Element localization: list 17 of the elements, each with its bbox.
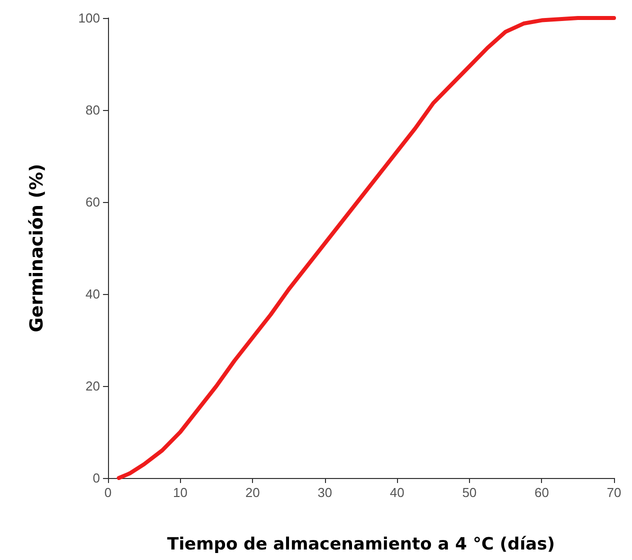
x-tick-label: 30 — [318, 485, 332, 500]
y-axis-title: Germinación (%) — [26, 164, 48, 332]
y-tick-label: 60 — [86, 194, 100, 210]
y-tick-label: 100 — [78, 10, 100, 26]
x-tick-label: 70 — [606, 485, 622, 500]
x-tick-label: 20 — [245, 485, 260, 500]
x-tick-label: 0 — [104, 485, 112, 500]
x-tick-label: 50 — [462, 485, 477, 500]
x-tick-label: 60 — [534, 485, 549, 500]
line-series — [116, 16, 616, 480]
x-tick-label: 10 — [173, 485, 188, 500]
y-tick-label: 80 — [86, 102, 100, 118]
x-axis-title: Tiempo de almacenamiento a 4 °C (días) — [167, 534, 555, 554]
y-tick-label: 20 — [86, 378, 100, 394]
y-tick-label: 0 — [92, 470, 100, 486]
x-tick-label: 40 — [390, 485, 404, 500]
y-tick-label: 40 — [86, 286, 100, 302]
